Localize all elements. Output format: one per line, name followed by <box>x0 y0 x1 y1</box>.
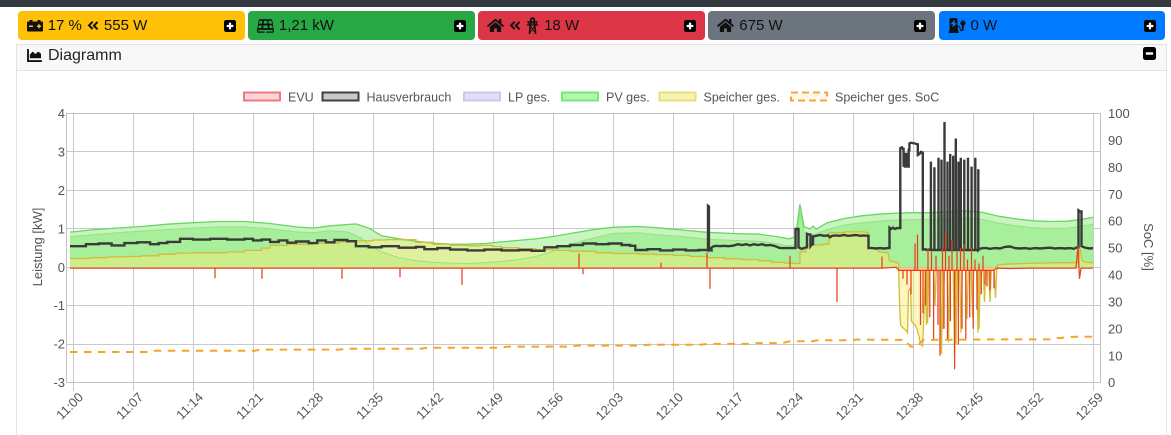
svg-text:2: 2 <box>58 183 65 198</box>
svg-text:0: 0 <box>58 260 65 275</box>
svg-text:SoC [%]: SoC [%] <box>1141 223 1156 271</box>
svg-text:12:45: 12:45 <box>953 390 987 424</box>
svg-text:11:28: 11:28 <box>293 390 326 423</box>
svg-text:30: 30 <box>1108 294 1122 309</box>
svg-text:EVU: EVU <box>288 91 314 105</box>
svg-text:11:07: 11:07 <box>113 390 146 423</box>
svg-text:PV ges.: PV ges. <box>606 91 650 105</box>
svg-text:11:14: 11:14 <box>173 390 206 423</box>
svg-text:40: 40 <box>1108 268 1122 283</box>
svg-text:12:10: 12:10 <box>653 390 687 424</box>
svg-text:11:21: 11:21 <box>233 390 266 423</box>
svg-text:80: 80 <box>1108 160 1122 175</box>
svg-text:1: 1 <box>58 221 65 236</box>
svg-text:Speicher ges.: Speicher ges. <box>704 91 780 105</box>
svg-text:LP ges.: LP ges. <box>508 91 550 105</box>
svg-text:3: 3 <box>58 144 65 159</box>
svg-text:20: 20 <box>1108 321 1122 336</box>
svg-text:100: 100 <box>1108 106 1130 121</box>
svg-text:11:56: 11:56 <box>533 390 566 423</box>
svg-text:11:42: 11:42 <box>413 390 446 423</box>
svg-text:-2: -2 <box>53 337 65 352</box>
svg-text:12:38: 12:38 <box>893 390 927 424</box>
svg-text:70: 70 <box>1108 187 1122 202</box>
svg-text:12:31: 12:31 <box>833 390 867 424</box>
svg-text:12:59: 12:59 <box>1073 390 1107 424</box>
svg-text:60: 60 <box>1108 214 1122 229</box>
svg-text:Hausverbrauch: Hausverbrauch <box>367 91 452 105</box>
svg-text:11:49: 11:49 <box>473 390 506 423</box>
svg-text:11:35: 11:35 <box>353 390 386 423</box>
svg-text:12:17: 12:17 <box>713 390 747 424</box>
svg-text:4: 4 <box>58 106 65 121</box>
svg-text:12:52: 12:52 <box>1013 390 1047 424</box>
svg-text:11:00: 11:00 <box>53 390 86 423</box>
svg-text:-1: -1 <box>53 298 65 313</box>
svg-text:50: 50 <box>1108 241 1122 256</box>
svg-text:90: 90 <box>1108 133 1122 148</box>
svg-text:12:03: 12:03 <box>593 390 627 424</box>
svg-text:-3: -3 <box>53 375 65 390</box>
svg-text:Leistung [kW]: Leistung [kW] <box>30 208 45 287</box>
svg-text:12:24: 12:24 <box>773 390 807 424</box>
svg-text:10: 10 <box>1108 348 1122 363</box>
svg-text:Speicher ges. SoC: Speicher ges. SoC <box>835 91 939 105</box>
svg-text:0: 0 <box>1108 375 1115 390</box>
